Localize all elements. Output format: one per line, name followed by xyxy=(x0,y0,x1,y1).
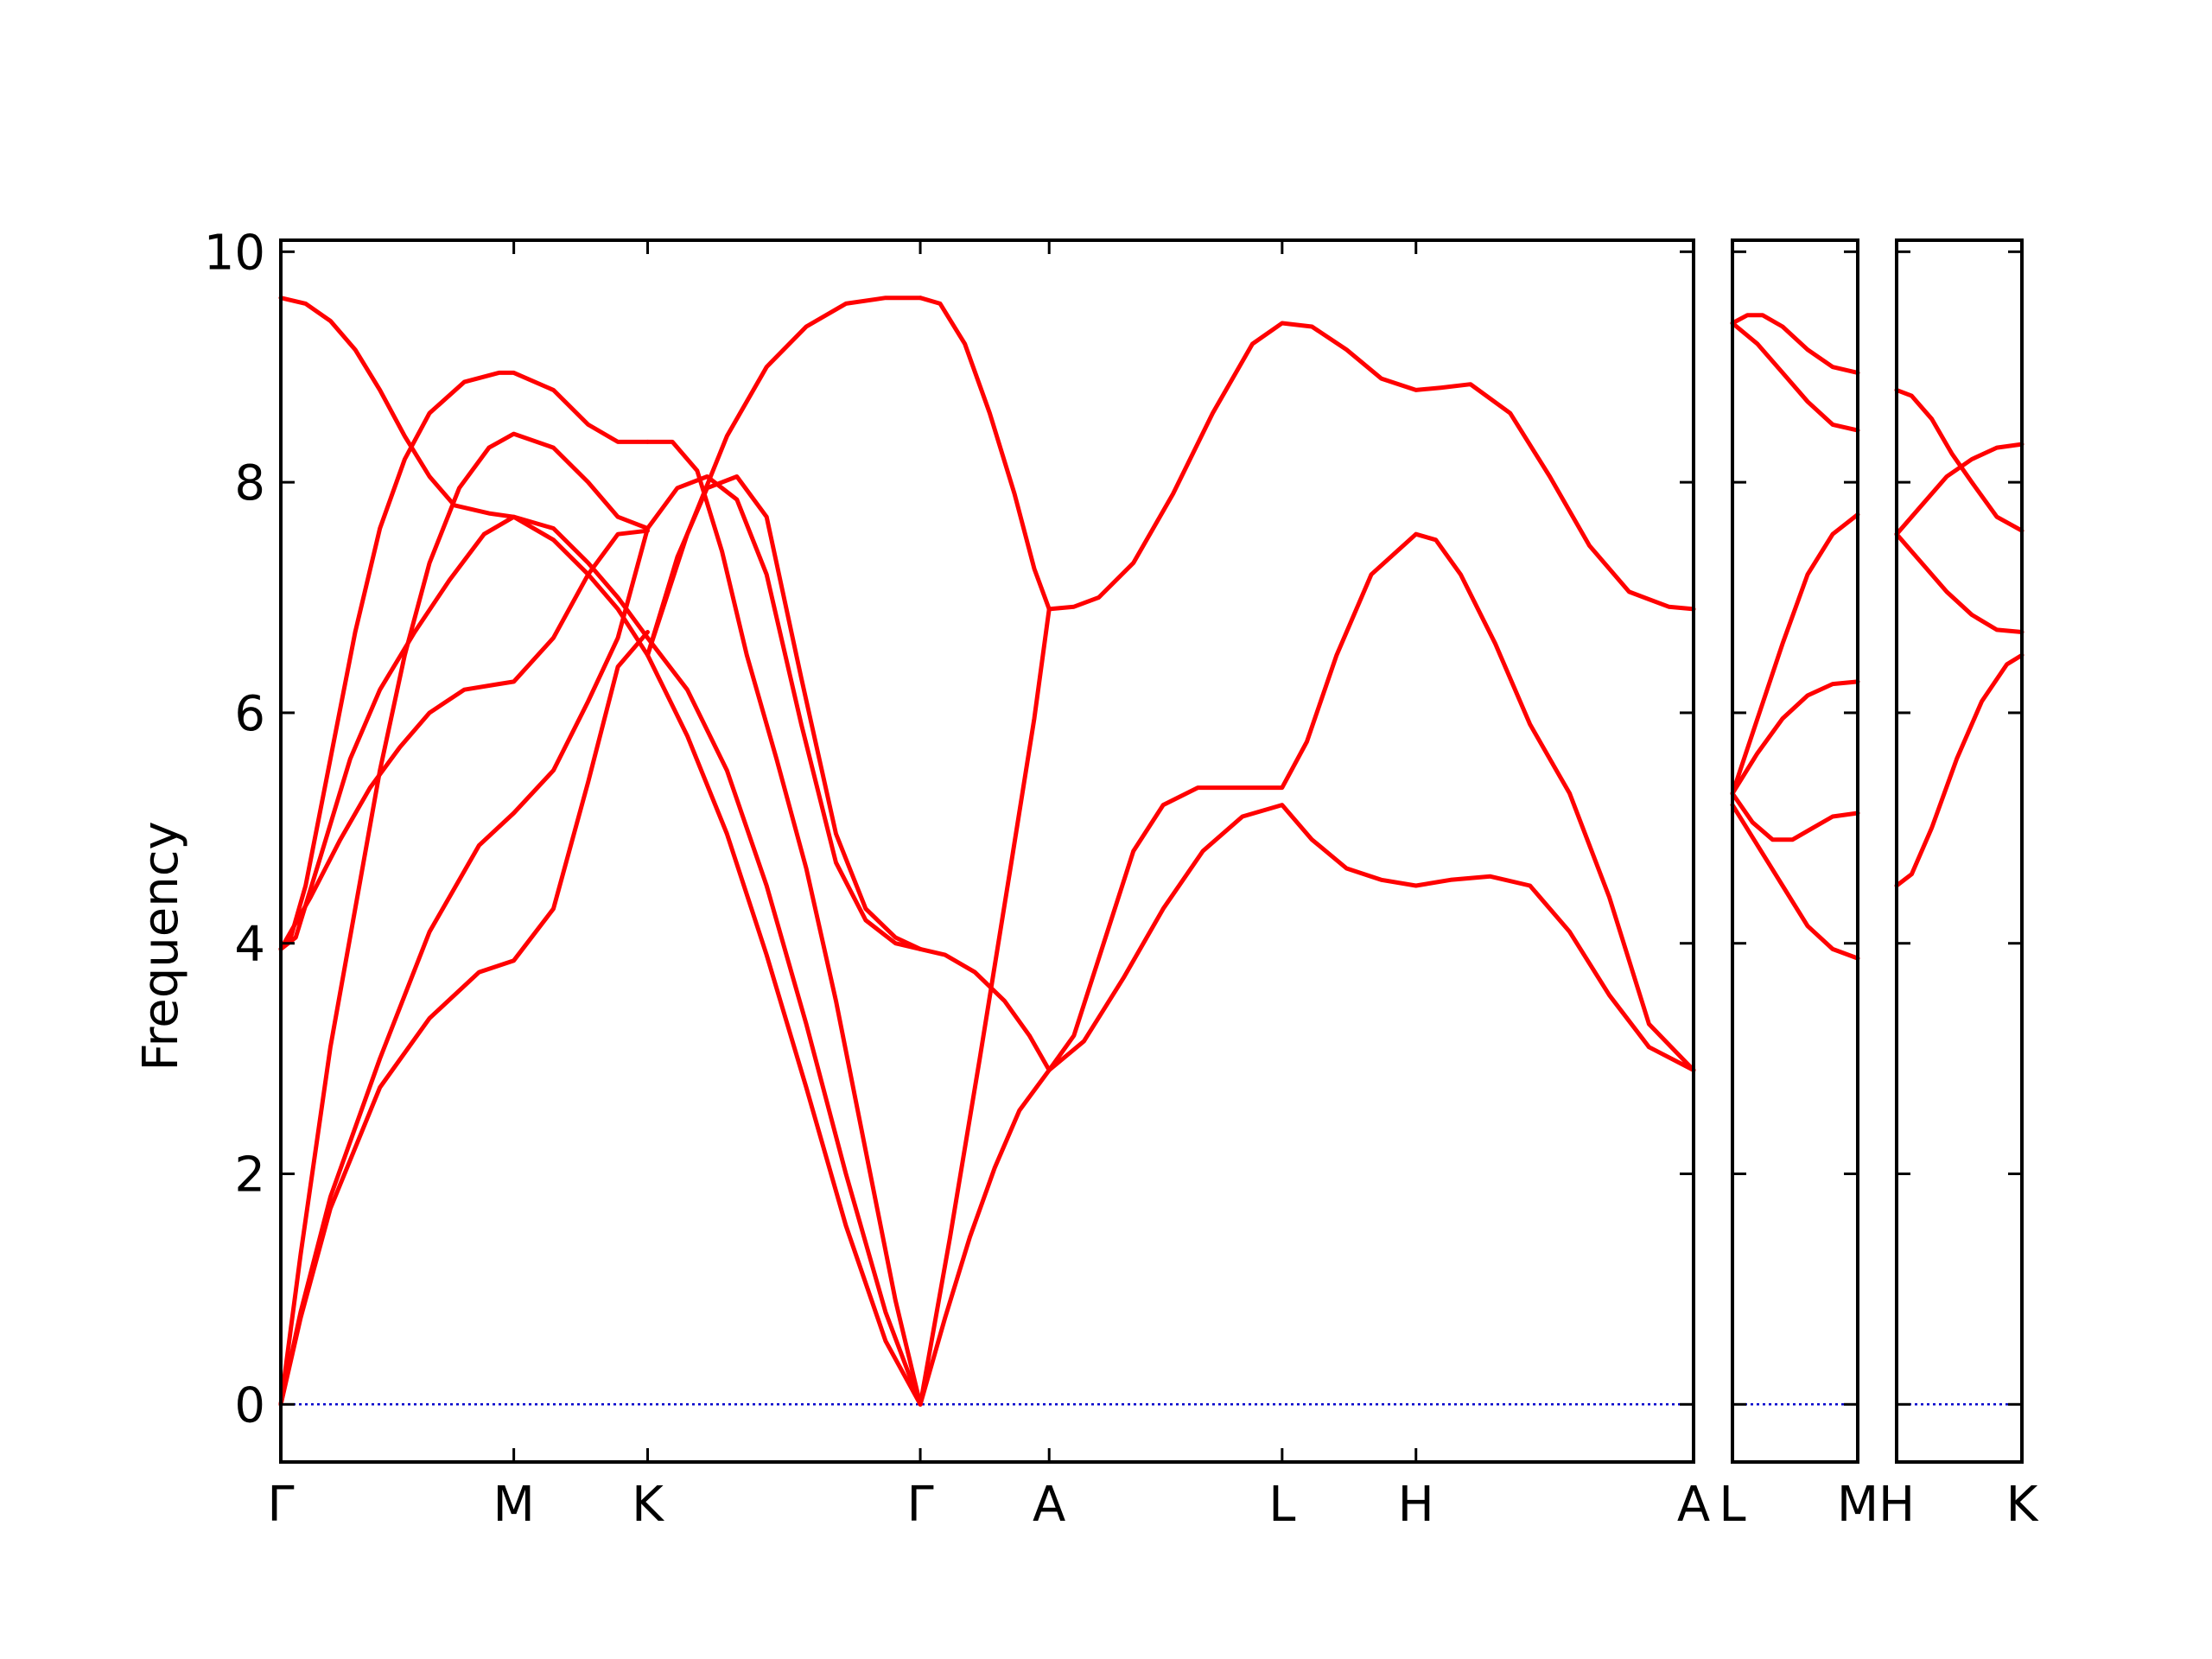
plot-frame xyxy=(279,238,1695,1464)
band-line xyxy=(278,526,650,1407)
panel-1: Γ M K Γ A L H A 0 2 4 6 8 10 xyxy=(204,225,1710,1533)
plot-frame xyxy=(1895,238,2024,1464)
y-tick-label: 2 xyxy=(234,1147,265,1204)
band-line xyxy=(645,296,923,658)
x-tick-label: Γ xyxy=(267,1477,294,1533)
band-line xyxy=(1046,531,1696,1072)
band-line xyxy=(1730,803,1860,961)
band-line xyxy=(645,474,923,951)
x-tick-label: H xyxy=(1398,1477,1434,1533)
band-line xyxy=(1730,512,1860,796)
x-tick-label: Γ xyxy=(906,1477,933,1533)
band-line xyxy=(645,439,923,1407)
x-tick-label: L xyxy=(1268,1477,1295,1533)
band-line xyxy=(645,652,923,1407)
band-line xyxy=(278,296,650,658)
band-line xyxy=(1894,652,2024,888)
band-line xyxy=(278,370,650,951)
band-line xyxy=(1894,387,2024,533)
band-line xyxy=(1046,803,1696,1072)
band-line xyxy=(278,630,650,1407)
band-line xyxy=(918,1068,1052,1407)
x-tick-label: L xyxy=(1719,1477,1745,1533)
y-tick-label: 4 xyxy=(234,917,265,973)
x-tick-label: H xyxy=(1878,1477,1915,1533)
x-tick-label: M xyxy=(1837,1477,1878,1533)
band-line xyxy=(1730,313,1860,375)
band-line xyxy=(1730,679,1860,796)
x-tick-label: K xyxy=(2006,1477,2039,1533)
band-line xyxy=(1730,321,1860,433)
x-tick-label: A xyxy=(1677,1477,1710,1533)
band-line xyxy=(918,607,1052,1407)
y-axis-label: Frequency xyxy=(133,821,189,1071)
band-line xyxy=(1046,321,1696,612)
band-line xyxy=(645,635,923,1407)
y-tick-label: 10 xyxy=(204,225,265,281)
y-tick-label: 8 xyxy=(234,455,265,512)
band-line xyxy=(1730,791,1860,842)
band-line xyxy=(1894,442,2024,537)
band-line xyxy=(918,946,1052,1072)
band-line xyxy=(278,431,650,1407)
band-line xyxy=(278,514,650,951)
y-tick-label: 0 xyxy=(234,1377,265,1433)
plot-frame xyxy=(1731,238,1859,1464)
band-line xyxy=(918,296,1052,612)
band-line xyxy=(1894,531,2024,634)
x-tick-label: M xyxy=(493,1477,534,1533)
x-tick-label: A xyxy=(1033,1477,1065,1533)
y-tick-label: 6 xyxy=(234,686,265,742)
band-line xyxy=(645,474,923,951)
x-tick-label: K xyxy=(632,1477,664,1533)
